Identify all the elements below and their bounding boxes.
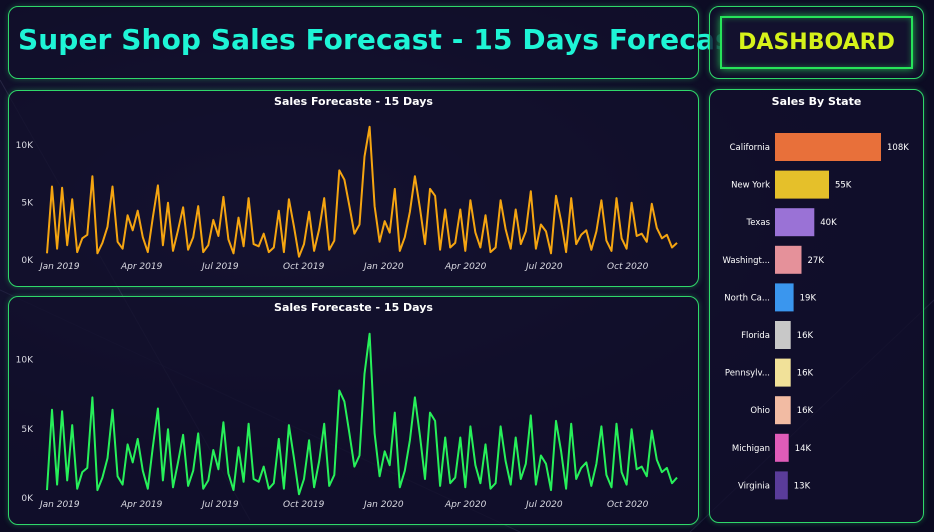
dashboard-panel: DASHBOARD (709, 6, 924, 79)
category-label: California (730, 143, 770, 153)
x-tick-label: Jul 2019 (200, 262, 239, 272)
category-label: New York (731, 181, 770, 191)
value-label: 16K (797, 406, 814, 416)
category-label: Ohio (750, 406, 770, 416)
x-tick-label: Jul 2020 (524, 262, 563, 272)
x-tick-label: Apr 2020 (444, 262, 487, 272)
chart-title: Sales Forecaste - 15 Days (274, 301, 433, 314)
y-tick-label: 5K (21, 199, 34, 209)
value-label: 13K (794, 481, 811, 491)
category-label: Virginia (738, 481, 770, 491)
value-label: 16K (797, 331, 814, 341)
x-tick-label: Apr 2019 (120, 500, 163, 510)
y-tick-label: 10K (16, 141, 34, 151)
category-label: North Ca... (724, 293, 770, 303)
dashboard-button[interactable]: DASHBOARD (720, 16, 913, 69)
chart-title: Sales Forecaste - 15 Days (274, 95, 433, 108)
y-tick-label: 0K (21, 256, 34, 266)
y-tick-label: 0K (21, 494, 34, 504)
bar (775, 358, 791, 387)
value-label: 108K (887, 143, 909, 153)
category-label: Michigan (732, 444, 770, 454)
category-label: Florida (741, 331, 770, 341)
series-line (46, 125, 678, 258)
x-tick-label: Jan 2020 (362, 500, 404, 510)
x-tick-label: Jul 2019 (200, 500, 239, 510)
x-tick-label: Jan 2019 (38, 500, 80, 510)
value-label: 16K (797, 369, 814, 379)
x-tick-label: Oct 2019 (283, 262, 325, 272)
x-tick-label: Jan 2020 (362, 262, 404, 272)
bar (775, 133, 881, 161)
page-title: Super Shop Sales Forecast - 15 Days Fore… (18, 23, 746, 56)
category-label: Washingt... (723, 256, 770, 266)
category-label: Pennsylv... (725, 369, 770, 379)
x-tick-label: Oct 2019 (283, 500, 325, 510)
forecast-chart-1: Sales Forecaste - 15 Days 0K 5K 10K Jan 201… (8, 90, 699, 287)
x-tick-label: Oct 2020 (607, 500, 649, 510)
x-tick-label: Oct 2020 (607, 262, 649, 272)
x-tick-label: Apr 2020 (444, 500, 487, 510)
value-label: 14K (795, 444, 812, 454)
bar (775, 321, 791, 349)
chart-title: Sales By State (771, 95, 862, 108)
bar (775, 245, 802, 274)
forecast-chart-2: Sales Forecaste - 15 Days 0K 5K 10K Jan 201… (8, 296, 699, 525)
forecast-chart-2-plot: 0K 5K 10K Jan 2019 Apr 2019 Jul 2019 Oct 2019 J… (16, 332, 678, 510)
series-line (46, 332, 678, 496)
y-tick-label: 5K (21, 425, 34, 435)
x-tick-label: Jan 2019 (38, 262, 80, 272)
bar (775, 471, 788, 500)
y-tick-label: 10K (16, 356, 34, 366)
x-tick-label: Jul 2020 (524, 500, 563, 510)
value-label: 40K (820, 218, 837, 228)
bar (775, 208, 815, 237)
category-label: Texas (746, 218, 771, 228)
value-label: 55K (835, 181, 852, 191)
forecast-chart-1-plot: 0K 5K 10K Jan 2019 Apr 2019 Jul 2019 Oct 2019 J… (16, 125, 678, 272)
sales-by-state-plot: California 108K New York 55K Texas 40K Washing… (723, 133, 909, 500)
bar (775, 433, 789, 462)
x-tick-label: Apr 2019 (120, 262, 163, 272)
sales-by-state-panel: Sales By State California 108K New York 55K… (709, 89, 924, 523)
value-label: 19K (800, 293, 817, 303)
bar (775, 283, 794, 312)
bar (775, 396, 791, 425)
value-label: 27K (808, 256, 825, 266)
title-panel: Super Shop Sales Forecast - 15 Days Fore… (8, 6, 745, 79)
bar (775, 170, 829, 199)
